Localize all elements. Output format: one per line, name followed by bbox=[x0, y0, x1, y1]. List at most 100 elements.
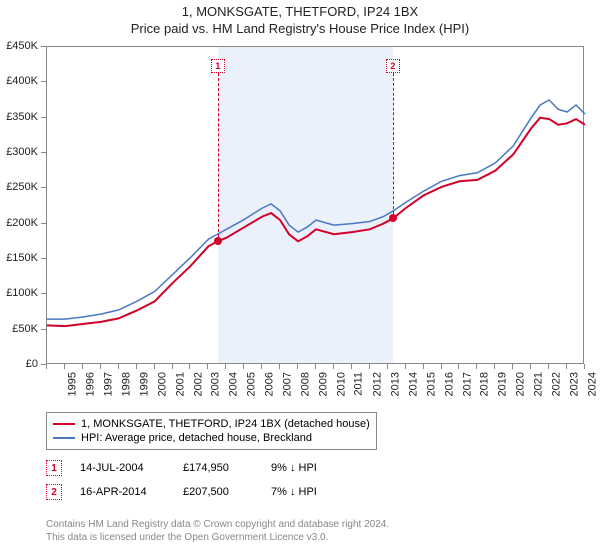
x-tick-mark bbox=[405, 364, 406, 369]
x-tick-mark bbox=[315, 364, 316, 369]
chart-title: 1, MONKSGATE, THETFORD, IP24 1BX bbox=[0, 4, 600, 19]
x-tick-label: 2003 bbox=[210, 372, 222, 396]
x-tick-mark bbox=[494, 364, 495, 369]
x-tick-label: 2008 bbox=[300, 372, 312, 396]
x-tick-label: 2020 bbox=[515, 372, 527, 396]
sale-diff: 7% ↓ HPI bbox=[271, 486, 351, 498]
legend-row: HPI: Average price, detached house, Brec… bbox=[53, 431, 370, 445]
y-tick-label: £350K bbox=[0, 111, 38, 123]
sales-table-row: 2 16-APR-2014 £207,500 7% ↓ HPI bbox=[46, 480, 351, 504]
chart-subtitle: Price paid vs. HM Land Registry's House … bbox=[0, 19, 600, 36]
y-tick-mark bbox=[41, 117, 46, 118]
x-tick-mark bbox=[136, 364, 137, 369]
x-tick-label: 1995 bbox=[66, 372, 78, 396]
x-tick-label: 2010 bbox=[335, 372, 347, 396]
sale-price: £207,500 bbox=[183, 486, 253, 498]
x-tick-label: 2024 bbox=[587, 372, 599, 396]
x-tick-label: 2006 bbox=[264, 372, 276, 396]
y-tick-label: £50K bbox=[0, 323, 38, 335]
y-tick-mark bbox=[41, 46, 46, 47]
y-tick-mark bbox=[41, 293, 46, 294]
x-tick-mark bbox=[46, 364, 47, 369]
title-block: 1, MONKSGATE, THETFORD, IP24 1BX Price p… bbox=[0, 0, 600, 36]
x-tick-label: 2021 bbox=[533, 372, 545, 396]
legend-swatch bbox=[53, 437, 75, 439]
x-tick-mark bbox=[100, 364, 101, 369]
legend-label: 1, MONKSGATE, THETFORD, IP24 1BX (detach… bbox=[81, 418, 370, 430]
license-line-2: This data is licensed under the Open Gov… bbox=[46, 531, 389, 544]
sale-marker bbox=[389, 214, 397, 222]
x-tick-label: 2022 bbox=[551, 372, 563, 396]
x-tick-mark bbox=[279, 364, 280, 369]
sale-index-box: 1 bbox=[46, 460, 62, 476]
y-tick-mark bbox=[41, 187, 46, 188]
x-tick-mark bbox=[172, 364, 173, 369]
x-tick-label: 2019 bbox=[497, 372, 509, 396]
x-tick-mark bbox=[423, 364, 424, 369]
x-tick-mark bbox=[566, 364, 567, 369]
x-tick-label: 2018 bbox=[479, 372, 491, 396]
y-tick-label: £0 bbox=[0, 358, 38, 370]
y-tick-label: £200K bbox=[0, 217, 38, 229]
x-tick-mark bbox=[118, 364, 119, 369]
x-tick-label: 2011 bbox=[353, 372, 365, 396]
x-tick-mark bbox=[369, 364, 370, 369]
x-tick-label: 1997 bbox=[102, 372, 114, 396]
x-tick-mark bbox=[441, 364, 442, 369]
sale-price: £174,950 bbox=[183, 462, 253, 474]
x-tick-label: 1999 bbox=[138, 372, 150, 396]
x-tick-label: 2017 bbox=[461, 372, 473, 396]
y-tick-mark bbox=[41, 258, 46, 259]
x-tick-label: 2007 bbox=[282, 372, 294, 396]
x-tick-mark bbox=[297, 364, 298, 369]
y-tick-mark bbox=[41, 81, 46, 82]
sale-callout-line bbox=[393, 73, 394, 214]
x-tick-mark bbox=[225, 364, 226, 369]
x-tick-mark bbox=[530, 364, 531, 369]
x-tick-label: 2023 bbox=[569, 372, 581, 396]
plot-svg bbox=[47, 47, 585, 365]
x-tick-mark bbox=[82, 364, 83, 369]
sale-index-box: 2 bbox=[46, 484, 62, 500]
y-tick-mark bbox=[41, 223, 46, 224]
license-text: Contains HM Land Registry data © Crown c… bbox=[46, 518, 389, 544]
x-tick-mark bbox=[548, 364, 549, 369]
sale-date: 16-APR-2014 bbox=[80, 486, 165, 498]
x-tick-mark bbox=[261, 364, 262, 369]
legend-row: 1, MONKSGATE, THETFORD, IP24 1BX (detach… bbox=[53, 417, 370, 431]
x-tick-label: 1998 bbox=[120, 372, 132, 396]
x-tick-label: 2002 bbox=[192, 372, 204, 396]
legend-label: HPI: Average price, detached house, Brec… bbox=[81, 432, 312, 444]
sale-diff: 9% ↓ HPI bbox=[271, 462, 351, 474]
x-tick-label: 2004 bbox=[228, 372, 240, 396]
x-tick-label: 2005 bbox=[246, 372, 258, 396]
x-tick-mark bbox=[387, 364, 388, 369]
x-tick-label: 2016 bbox=[443, 372, 455, 396]
legend-swatch bbox=[53, 423, 75, 425]
x-tick-mark bbox=[476, 364, 477, 369]
x-tick-label: 2014 bbox=[407, 372, 419, 396]
sales-table-row: 1 14-JUL-2004 £174,950 9% ↓ HPI bbox=[46, 456, 351, 480]
x-tick-label: 2015 bbox=[425, 372, 437, 396]
sales-table: 1 14-JUL-2004 £174,950 9% ↓ HPI 2 16-APR-2014… bbox=[46, 456, 351, 504]
x-tick-mark bbox=[512, 364, 513, 369]
x-tick-label: 2000 bbox=[156, 372, 168, 396]
x-tick-mark bbox=[333, 364, 334, 369]
y-tick-mark bbox=[41, 329, 46, 330]
y-tick-label: £450K bbox=[0, 40, 38, 52]
y-tick-label: £150K bbox=[0, 252, 38, 264]
x-tick-mark bbox=[64, 364, 65, 369]
series-line bbox=[47, 118, 585, 326]
y-tick-label: £400K bbox=[0, 75, 38, 87]
x-tick-mark bbox=[207, 364, 208, 369]
x-tick-mark bbox=[351, 364, 352, 369]
x-tick-mark bbox=[458, 364, 459, 369]
legend: 1, MONKSGATE, THETFORD, IP24 1BX (detach… bbox=[46, 412, 377, 450]
x-tick-mark bbox=[154, 364, 155, 369]
sale-marker bbox=[214, 237, 222, 245]
license-line-1: Contains HM Land Registry data © Crown c… bbox=[46, 518, 389, 531]
x-tick-label: 2009 bbox=[318, 372, 330, 396]
y-tick-label: £250K bbox=[0, 181, 38, 193]
sale-date: 14-JUL-2004 bbox=[80, 462, 165, 474]
x-tick-mark bbox=[189, 364, 190, 369]
